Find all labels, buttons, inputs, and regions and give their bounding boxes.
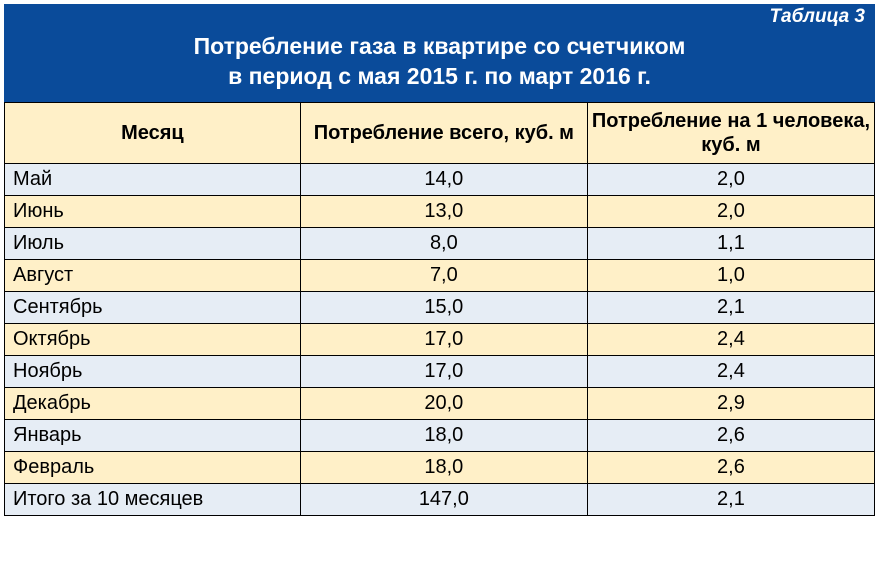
cell-per: 2,0 — [587, 163, 874, 195]
cell-month: Май — [5, 163, 301, 195]
table-row: Июнь 13,0 2,0 — [5, 195, 875, 227]
cell-month: Февраль — [5, 451, 301, 483]
cell-total: 17,0 — [300, 355, 587, 387]
table-row: Октябрь 17,0 2,4 — [5, 323, 875, 355]
cell-month: Октябрь — [5, 323, 301, 355]
col-header-per-person: Потребление на 1 человека, куб. м — [587, 102, 874, 163]
table-header-row: Месяц Потребление всего, куб. м Потребле… — [5, 102, 875, 163]
table-container: Таблица 3 Потребление газа в квартире со… — [4, 4, 875, 516]
table-row-total: Итого за 10 месяцев 147,0 2,1 — [5, 483, 875, 515]
gas-consumption-table: Месяц Потребление всего, куб. м Потребле… — [4, 102, 875, 516]
cell-month: Июль — [5, 227, 301, 259]
cell-total: 7,0 — [300, 259, 587, 291]
cell-month: Июнь — [5, 195, 301, 227]
cell-per: 2,4 — [587, 323, 874, 355]
cell-month: Январь — [5, 419, 301, 451]
cell-total: 20,0 — [300, 387, 587, 419]
table-row: Июль 8,0 1,1 — [5, 227, 875, 259]
title-line-1: Потребление газа в квартире со счетчиком — [194, 33, 686, 59]
cell-total: 18,0 — [300, 451, 587, 483]
cell-month: Август — [5, 259, 301, 291]
table-title: Потребление газа в квартире со счетчиком… — [4, 28, 875, 102]
table-row: Май 14,0 2,0 — [5, 163, 875, 195]
cell-per: 2,1 — [587, 483, 874, 515]
cell-per: 2,0 — [587, 195, 874, 227]
cell-month: Итого за 10 месяцев — [5, 483, 301, 515]
cell-total: 15,0 — [300, 291, 587, 323]
cell-per: 2,6 — [587, 451, 874, 483]
col-header-total: Потребление всего, куб. м — [300, 102, 587, 163]
cell-per: 1,0 — [587, 259, 874, 291]
cell-month: Декабрь — [5, 387, 301, 419]
table-row: Декабрь 20,0 2,9 — [5, 387, 875, 419]
table-row: Ноябрь 17,0 2,4 — [5, 355, 875, 387]
cell-per: 1,1 — [587, 227, 874, 259]
cell-month: Ноябрь — [5, 355, 301, 387]
cell-month: Сентябрь — [5, 291, 301, 323]
cell-per: 2,4 — [587, 355, 874, 387]
col-header-month: Месяц — [5, 102, 301, 163]
cell-total: 8,0 — [300, 227, 587, 259]
table-row: Сентябрь 15,0 2,1 — [5, 291, 875, 323]
cell-total: 147,0 — [300, 483, 587, 515]
cell-per: 2,1 — [587, 291, 874, 323]
cell-per: 2,9 — [587, 387, 874, 419]
table-row: Август 7,0 1,0 — [5, 259, 875, 291]
cell-total: 14,0 — [300, 163, 587, 195]
table-row: Январь 18,0 2,6 — [5, 419, 875, 451]
cell-total: 17,0 — [300, 323, 587, 355]
title-line-2: в период с мая 2015 г. по март 2016 г. — [228, 63, 651, 89]
table-row: Февраль 18,0 2,6 — [5, 451, 875, 483]
table-caption: Таблица 3 — [4, 4, 875, 28]
cell-total: 13,0 — [300, 195, 587, 227]
cell-total: 18,0 — [300, 419, 587, 451]
cell-per: 2,6 — [587, 419, 874, 451]
